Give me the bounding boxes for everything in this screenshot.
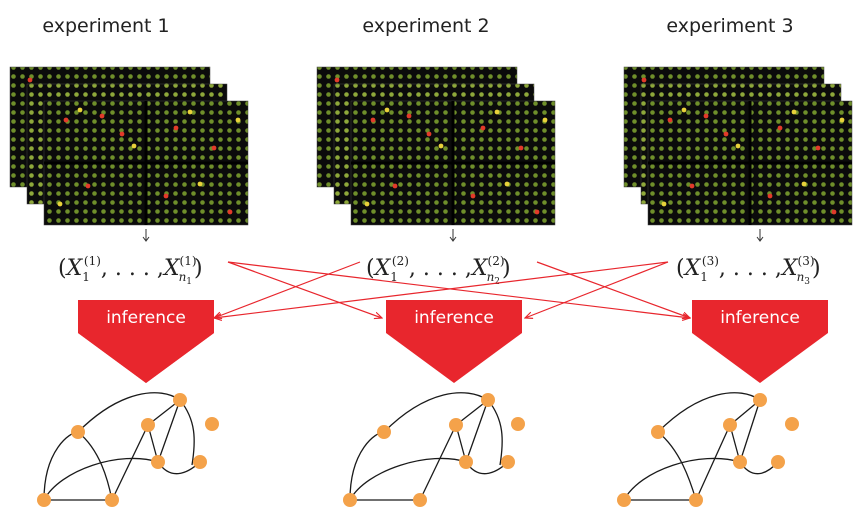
down-arrow-3	[756, 229, 764, 242]
experiment-2-title: experiment 2	[362, 15, 489, 37]
inference-arrow-1: inference	[78, 300, 214, 383]
network-graph-1	[37, 392, 219, 507]
experiment-3-title: experiment 3	[666, 15, 793, 37]
data-tuple-2: (X1(2), . . . ,X(2) n2)	[366, 254, 511, 287]
data-tuple-3: (X1(3), . . . ,X(3) n3)	[676, 254, 821, 287]
inference-arrow-3: inference	[692, 300, 828, 383]
experiment-1-title: experiment 1	[42, 15, 169, 37]
network-graph-2	[343, 392, 525, 507]
microarray-stack-1	[9, 66, 249, 226]
down-arrow-2	[449, 229, 457, 242]
svg-text:(X1(3), . . . ,X(3)n3): (X1(3), . . . ,X(3) n3)	[676, 254, 821, 287]
inference-label-3: inference	[720, 308, 800, 328]
inference-label-2: inference	[414, 308, 494, 328]
down-arrow-1	[142, 229, 150, 242]
svg-text:(X1(1), . . . ,X(1)n1): (X1(1), . . . ,X(1) n1)	[58, 254, 203, 287]
svg-text:(X1(2), . . . ,X(2)n2): (X1(2), . . . ,X(2) n2)	[366, 254, 511, 287]
inference-arrow-2: inference	[386, 300, 522, 383]
cross-connection-lines	[214, 261, 690, 318]
network-graph-3	[617, 392, 799, 507]
data-tuple-1: (X1(1), . . . ,X(1) n1)	[58, 254, 203, 287]
microarray-stack-2	[316, 66, 556, 226]
microarray-stack-3	[623, 66, 853, 226]
inference-label-1: inference	[106, 308, 186, 328]
